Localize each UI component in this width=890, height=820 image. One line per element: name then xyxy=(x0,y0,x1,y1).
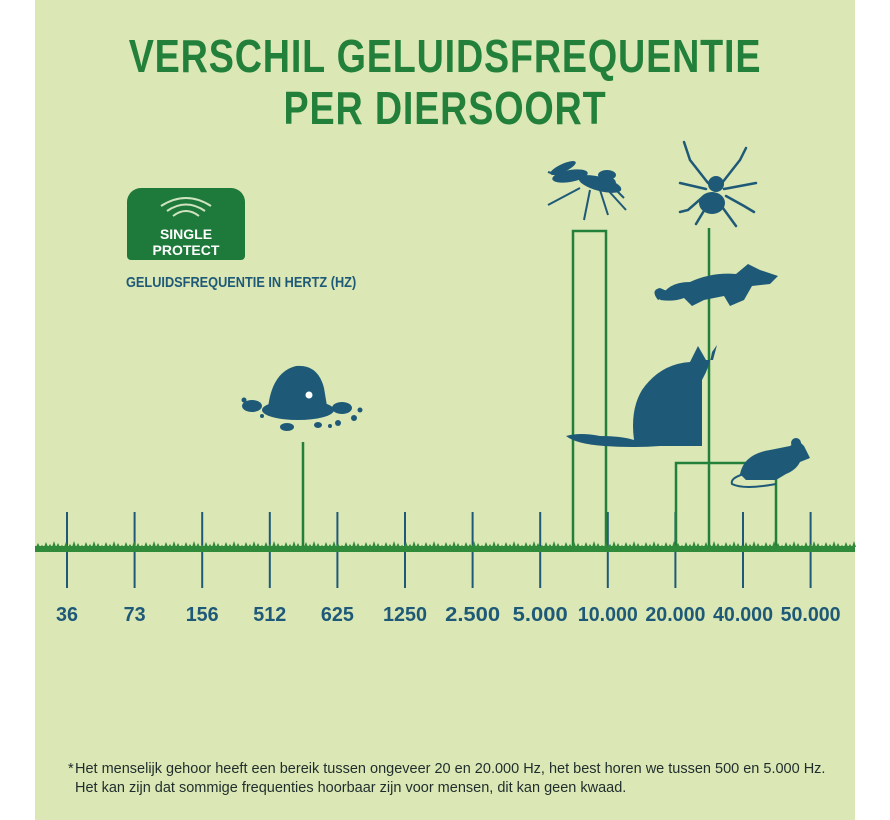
single-protect-badge: SINGLE PROTECT xyxy=(127,188,245,260)
axis-tick-label: 156 xyxy=(186,604,219,626)
mosquito-range-bracket xyxy=(571,229,608,550)
axis-subtitle: GELUIDSFREQUENTIE IN HERTZ (HZ) xyxy=(126,274,357,291)
spider-icon xyxy=(678,140,758,228)
cat-icon xyxy=(566,345,717,447)
marten-icon xyxy=(654,264,778,306)
axis-tick-label: 625 xyxy=(321,604,354,626)
mouse-icon xyxy=(730,438,810,488)
page-title: VERSCHIL GELUIDSFREQUENTIE PER DIERSOORT xyxy=(80,30,810,134)
axis-tick-label: 73 xyxy=(124,604,146,626)
title-line-1: VERSCHIL GELUIDSFREQUENTIE xyxy=(128,30,762,82)
axis-tick-label: 40.000 xyxy=(713,604,773,626)
axis-tick-label: 20.000 xyxy=(645,604,705,626)
axis-tick-label: 1250 xyxy=(383,604,427,626)
ground-line xyxy=(35,541,856,552)
axis-tick-label: 2.500 xyxy=(445,604,500,626)
axis-tick-label: 5.000 xyxy=(513,604,568,626)
axis-tick-label: 512 xyxy=(253,604,286,626)
axis-tick-labels: 36 73 156 512 625 1250 2.500 5.000 10.000 20.000 4… xyxy=(56,604,841,626)
title-line-2: PER DIERSOORT xyxy=(283,82,607,134)
mosquito-icon xyxy=(547,161,627,221)
axis-tick-label: 10.000 xyxy=(578,604,638,626)
footnote-line-2: Het kan zijn dat sommige frequenties hoo… xyxy=(75,780,627,796)
badge-line-1: SINGLE xyxy=(159,226,213,242)
axis-tick-label: 36 xyxy=(56,604,78,626)
background-panel xyxy=(35,0,855,820)
footnote: * Het menselijk gehoor heeft een bereik … xyxy=(68,760,848,798)
footnote-line-1: Het menselijk gehoor heeft een bereik tu… xyxy=(75,761,826,777)
mole-icon xyxy=(241,365,363,431)
mouse-range-bracket xyxy=(674,461,778,550)
axis-tick-label: 50.000 xyxy=(781,604,841,626)
badge-line-2: PROTECT xyxy=(152,242,220,258)
connector-lines xyxy=(301,228,778,550)
footnote-star: * xyxy=(68,761,74,777)
sound-waves-icon xyxy=(160,197,212,217)
